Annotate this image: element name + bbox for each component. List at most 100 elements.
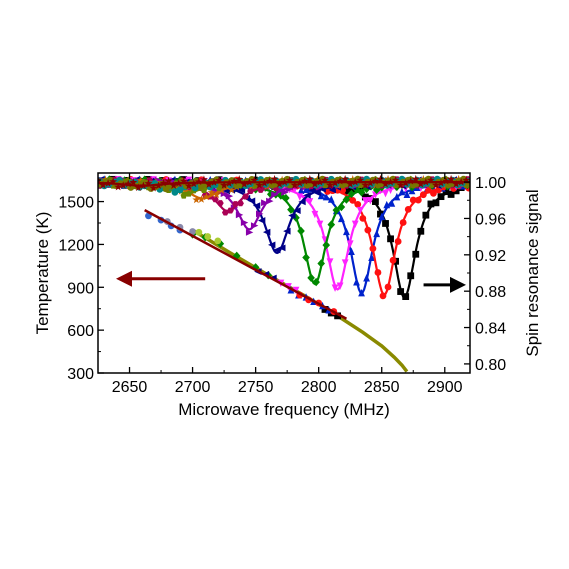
resonance-data-point bbox=[154, 181, 163, 190]
resonance-data-point bbox=[265, 177, 274, 185]
resonance-data-point bbox=[245, 228, 254, 236]
resonance-data-point bbox=[124, 179, 133, 188]
resonance-data-point bbox=[109, 177, 118, 186]
resonance-data-point bbox=[356, 206, 364, 215]
y-left-tick-label: 600 bbox=[67, 323, 94, 340]
y-left-tick-label: 1500 bbox=[58, 195, 94, 212]
resonance-data-point bbox=[192, 195, 201, 204]
resonance-data-point bbox=[242, 193, 249, 200]
resonance-data-point bbox=[347, 189, 356, 199]
resonance-data-point bbox=[169, 181, 178, 189]
resonance-data-point bbox=[297, 226, 305, 236]
resonance-data-point bbox=[227, 185, 236, 194]
resonance-data-point bbox=[387, 235, 394, 243]
resonance-data-point bbox=[257, 217, 266, 224]
resonance-data-point bbox=[310, 179, 319, 188]
resonance-data-point bbox=[452, 187, 460, 195]
resonance-data-point bbox=[442, 176, 451, 185]
resonance-data-point bbox=[235, 175, 244, 183]
resonance-data-point bbox=[313, 189, 321, 197]
resonance-data-point bbox=[164, 176, 173, 185]
resonance-data-point bbox=[432, 199, 440, 207]
resonance-data-point bbox=[414, 196, 422, 204]
resonance-data-point bbox=[353, 278, 360, 286]
resonance-data-point bbox=[401, 178, 410, 187]
resonance-data-point bbox=[336, 282, 344, 290]
y-left-tick-label: 300 bbox=[67, 366, 94, 383]
resonance-data-point bbox=[351, 220, 359, 229]
temperature-data-point bbox=[321, 306, 329, 313]
resonance-series-13 bbox=[98, 174, 470, 192]
resonance-data-point bbox=[357, 188, 366, 197]
resonance-data-point bbox=[204, 180, 213, 188]
resonance-data-point bbox=[402, 293, 410, 300]
resonance-data-point bbox=[387, 186, 394, 194]
resonance-data-point bbox=[447, 191, 455, 198]
resonance-data-point bbox=[179, 176, 188, 185]
y-right-tick-label: 0.92 bbox=[475, 248, 506, 265]
resonance-data-point bbox=[421, 177, 430, 186]
resonance-data-point bbox=[379, 292, 387, 300]
resonance-data-point bbox=[182, 187, 191, 195]
resonance-data-point bbox=[383, 200, 391, 209]
resonance-data-point bbox=[316, 220, 324, 229]
resonance-data-point bbox=[424, 186, 432, 194]
resonance-data-point bbox=[260, 179, 269, 187]
resonance-data-point bbox=[393, 192, 401, 201]
resonance-data-point bbox=[430, 189, 437, 197]
resonance-data-point bbox=[277, 191, 285, 200]
x-tick-label: 2650 bbox=[112, 379, 148, 396]
resonance-data-point bbox=[382, 220, 389, 227]
resonance-data-point bbox=[412, 250, 420, 258]
resonance-data-point bbox=[250, 176, 259, 184]
resonance-data-point bbox=[342, 195, 351, 204]
x-tick-label: 2850 bbox=[364, 379, 400, 396]
resonance-data-point bbox=[268, 241, 276, 249]
resonance-data-point bbox=[185, 190, 193, 197]
resonance-data-point bbox=[282, 193, 290, 203]
resonance-data-point bbox=[119, 181, 128, 189]
resonance-data-point bbox=[159, 179, 168, 187]
resonance-data-point bbox=[437, 178, 445, 187]
plot-data-layer bbox=[98, 174, 470, 373]
resonance-data-point bbox=[348, 247, 355, 256]
resonance-data-point bbox=[212, 190, 221, 199]
resonance-data-point bbox=[189, 179, 198, 188]
resonance-data-point bbox=[247, 197, 256, 205]
resonance-data-point bbox=[358, 289, 365, 297]
resonance-data-point bbox=[210, 178, 219, 186]
resonance-data-point bbox=[215, 176, 224, 184]
resonance-data-point bbox=[374, 269, 382, 276]
temperature-data-point bbox=[216, 239, 225, 248]
resonance-data-point bbox=[266, 190, 275, 199]
resonance-data-point bbox=[197, 195, 206, 203]
y-right-tick-label: 0.96 bbox=[475, 211, 506, 228]
resonance-data-point bbox=[363, 274, 370, 282]
resonance-data-point bbox=[300, 176, 309, 185]
resonance-data-point bbox=[139, 181, 148, 190]
resonance-data-point bbox=[337, 202, 346, 212]
resonance-data-point bbox=[250, 222, 259, 230]
resonance-data-point bbox=[252, 202, 261, 210]
resonance-data-point bbox=[297, 186, 305, 195]
resonance-data-point bbox=[257, 186, 265, 193]
resonance-data-point bbox=[275, 180, 284, 188]
resonance-data-point bbox=[326, 180, 335, 189]
resonance-data-point bbox=[427, 200, 435, 208]
resonance-data-point bbox=[457, 177, 466, 186]
resonance-data-point bbox=[285, 175, 294, 184]
resonance-data-point bbox=[361, 193, 369, 201]
resonance-data-point bbox=[266, 197, 274, 205]
resonance-data-point bbox=[305, 174, 314, 183]
resonance-data-point bbox=[356, 175, 365, 184]
resonance-data-point bbox=[245, 178, 254, 186]
resonance-data-point bbox=[394, 238, 402, 245]
resonance-data-point bbox=[349, 196, 357, 204]
resonance-data-point bbox=[378, 212, 386, 221]
resonance-data-point bbox=[247, 188, 254, 195]
resonance-data-point bbox=[171, 188, 179, 196]
resonance-data-point bbox=[389, 256, 397, 264]
resonance-data-point bbox=[372, 185, 381, 195]
resonance-data-point bbox=[295, 178, 304, 187]
resonance-data-point bbox=[227, 207, 234, 214]
